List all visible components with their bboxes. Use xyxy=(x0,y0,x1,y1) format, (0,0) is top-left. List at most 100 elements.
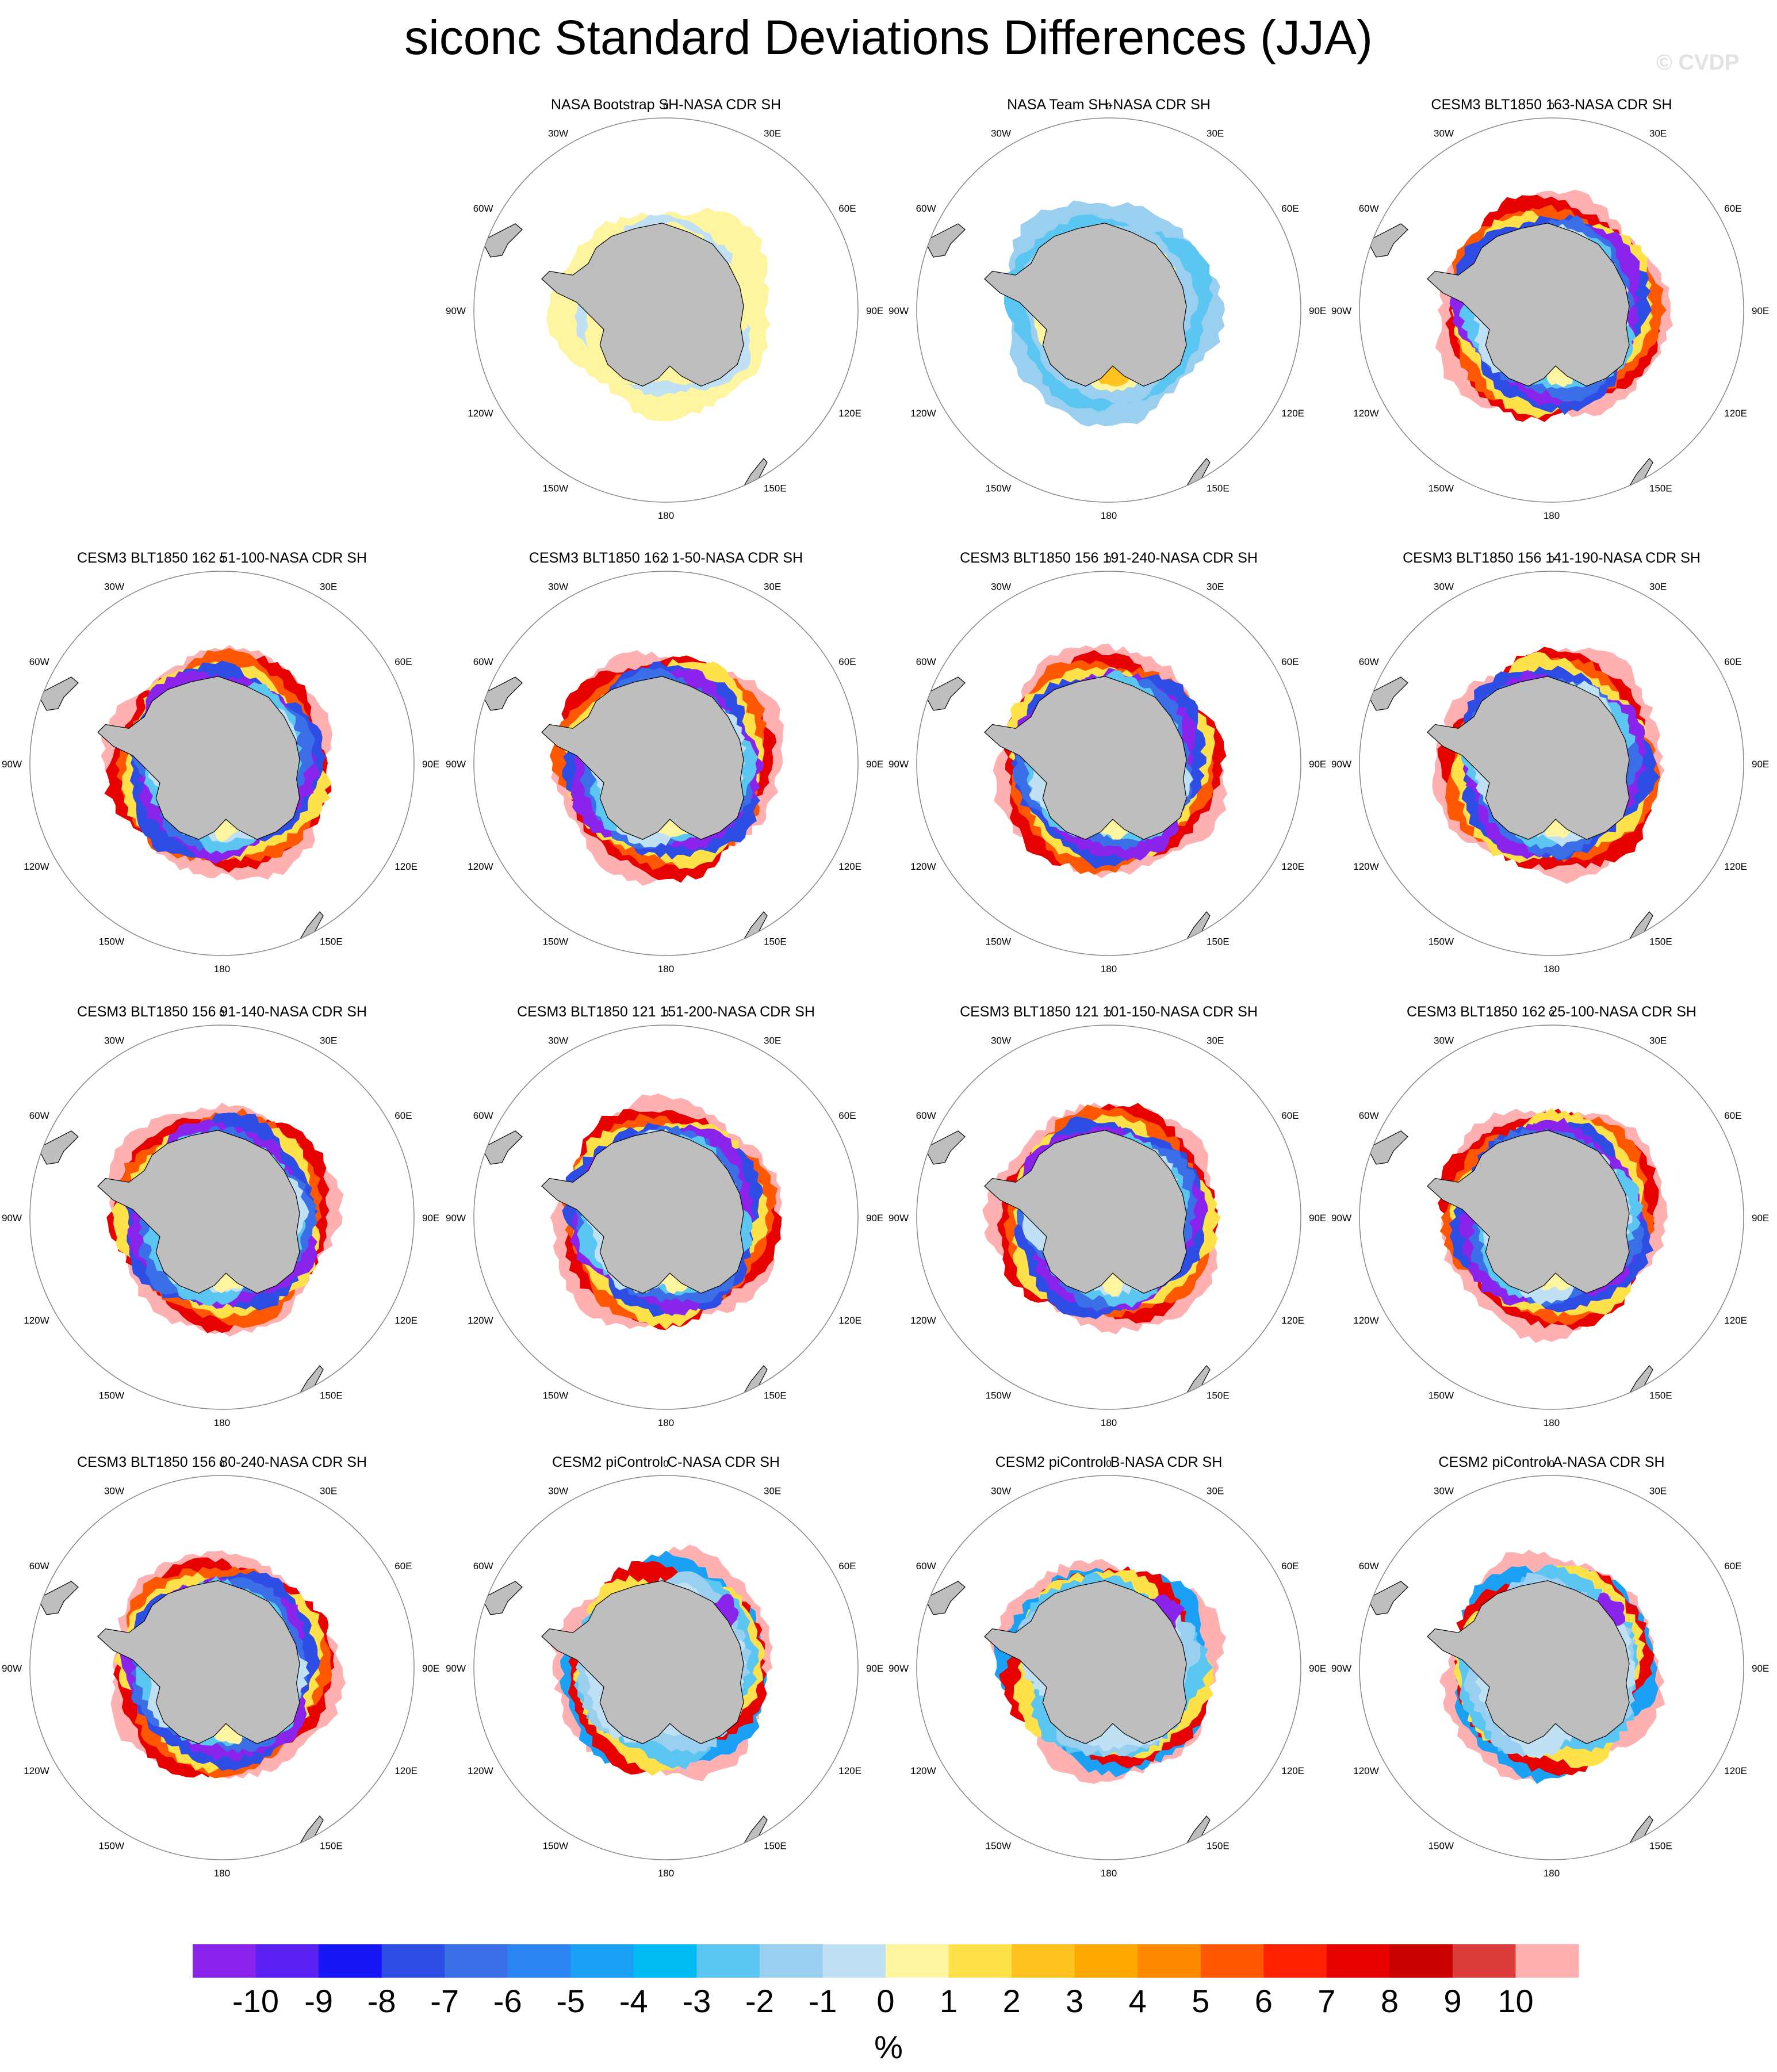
longitude-label: 120W xyxy=(1353,1315,1378,1326)
longitude-label: 150E xyxy=(1207,1390,1230,1401)
longitude-label: 0 xyxy=(1549,1458,1554,1469)
longitude-label: 0 xyxy=(1549,1008,1554,1019)
longitude-label: 0 xyxy=(1549,101,1554,112)
longitude-label: 150W xyxy=(1429,483,1454,494)
longitude-label: 30E xyxy=(1207,128,1224,139)
longitude-label: 90W xyxy=(1331,1663,1351,1674)
map-panel: CESM3 BLT1850 163-NASA CDR SH 0 30E 60E 90E 1… xyxy=(1330,95,1774,549)
polar-map: 0 30E 60E 90E 120E 150E 180 150W 120W 90W 60W 30W xyxy=(1331,1008,1769,1428)
map-panel: CESM2 piControl A-NASA CDR SH 0 30E 60E 90E 1… xyxy=(1330,1452,1774,1907)
longitude-label: 150W xyxy=(986,483,1011,494)
longitude-label: 30E xyxy=(764,1486,781,1497)
panel-title: CESM3 BLT1850 156 80-240-NASA CDR SH xyxy=(77,1454,367,1470)
map-panel: CESM3 BLT1850 121 151-200-NASA CDR SH 0 30… xyxy=(444,1002,888,1456)
longitude-label: 90W xyxy=(1331,759,1351,770)
longitude-label: 0 xyxy=(1106,1458,1111,1469)
map-boundary xyxy=(916,1024,1301,1410)
longitude-label: 180 xyxy=(1101,1417,1117,1428)
colorbar-swatch xyxy=(633,1944,697,1978)
longitude-label: 120E xyxy=(838,861,861,872)
longitude-label: 150E xyxy=(764,483,787,494)
colorbar-swatch xyxy=(1452,1944,1516,1978)
map-panel: CESM2 piControl C-NASA CDR SH 0 30E 60E 90E 1… xyxy=(444,1452,888,1907)
longitude-label: 30E xyxy=(764,128,781,139)
longitude-label: 150E xyxy=(1649,1390,1672,1401)
colorbar-swatch xyxy=(507,1944,571,1978)
panel-title: CESM3 BLT1850 121 151-200-NASA CDR SH xyxy=(517,1004,815,1020)
south-america-landmass xyxy=(1367,223,1408,258)
antarctica-landmass xyxy=(541,223,744,387)
longitude-label: 60E xyxy=(395,1110,412,1121)
south-america-landmass xyxy=(37,1130,79,1165)
colorbar-tick-label: -7 xyxy=(430,1983,459,2019)
longitude-label: 30E xyxy=(764,582,781,592)
antarctica-landmass xyxy=(97,676,300,840)
panel-title: CESM2 piControl C-NASA CDR SH xyxy=(552,1454,780,1470)
longitude-label: 90W xyxy=(446,759,466,770)
longitude-label: 30W xyxy=(991,1486,1011,1497)
longitude-label: 90W xyxy=(2,1663,22,1674)
longitude-label: 90W xyxy=(1331,1213,1351,1224)
longitude-label: 0 xyxy=(219,1458,224,1469)
longitude-label: 150E xyxy=(764,1390,787,1401)
colorbar-tick-label: -10 xyxy=(232,1983,279,2019)
longitude-label: 120W xyxy=(910,861,936,872)
colorbar-swatch xyxy=(822,1944,886,1978)
longitude-label: 60E xyxy=(838,203,856,214)
polar-map: 0 30E 60E 90E 120E 150E 180 150W 120W 90W 60W 30W xyxy=(1331,554,1769,974)
longitude-label: 120W xyxy=(468,861,493,872)
colorbar-swatch xyxy=(570,1944,634,1978)
longitude-label: 30W xyxy=(991,128,1011,139)
polar-map: 0 30E 60E 90E 120E 150E 180 150W 120W 90W 60W 30W xyxy=(888,554,1326,974)
colorbar-swatch xyxy=(1263,1944,1327,1978)
map-boundary xyxy=(916,1475,1301,1860)
longitude-label: 90E xyxy=(422,1213,439,1224)
longitude-label: 30W xyxy=(1434,582,1454,592)
longitude-label: 150W xyxy=(543,1840,568,1851)
longitude-label: 120W xyxy=(910,1315,936,1326)
longitude-label: 0 xyxy=(663,1458,668,1469)
longitude-label: 60W xyxy=(473,203,493,214)
longitude-label: 180 xyxy=(1101,964,1117,974)
map-boundary xyxy=(473,1475,859,1860)
longitude-label: 90E xyxy=(866,305,883,316)
longitude-label: 150E xyxy=(1207,1840,1230,1851)
antarctica-landmass xyxy=(541,1130,744,1294)
longitude-label: 60E xyxy=(1724,1110,1741,1121)
longitude-label: 60E xyxy=(1281,203,1299,214)
map-panel: NASA Team SH-NASA CDR SH 0 30E 60E 90E 120E 15… xyxy=(887,95,1331,549)
colorbar-swatch xyxy=(1200,1944,1264,1978)
longitude-label: 0 xyxy=(663,554,668,565)
longitude-label: 90W xyxy=(888,305,909,316)
island-landmass xyxy=(1710,1347,1722,1360)
longitude-label: 30W xyxy=(548,582,568,592)
island-landmass xyxy=(824,1347,837,1360)
south-america-landmass xyxy=(37,1581,79,1615)
panel-title: CESM3 BLT1850 163-NASA CDR SH xyxy=(1431,97,1672,113)
colorbar-swatch xyxy=(886,1944,949,1978)
island-landmass xyxy=(824,439,837,453)
polar-map: 0 30E 60E 90E 120E 150E 180 150W 120W 90W 60W 30W xyxy=(2,554,439,974)
map-boundary xyxy=(916,571,1301,956)
longitude-label: 90W xyxy=(446,1663,466,1674)
island-landmass xyxy=(824,1797,837,1811)
map-boundary xyxy=(1359,117,1744,503)
map-panel: CESM3 BLT1850 162 25-100-NASA CDR SH 0 30E… xyxy=(1330,1002,1774,1456)
map-panel: CESM3 BLT1850 156 191-240-NASA CDR SH 0 30… xyxy=(887,548,1331,1003)
south-america-landmass xyxy=(924,1130,966,1165)
panel-title: CESM3 BLT1850 156 141-190-NASA CDR SH xyxy=(1403,550,1701,566)
panel-title: NASA Team SH-NASA CDR SH xyxy=(1007,97,1211,113)
longitude-label: 30W xyxy=(104,1035,124,1046)
longitude-label: 120E xyxy=(838,1315,861,1326)
longitude-label: 120W xyxy=(1353,408,1378,419)
polar-map: 0 30E 60E 90E 120E 150E 180 150W 120W 90W 60W 30W xyxy=(888,101,1326,521)
antarctica-landmass xyxy=(541,676,744,840)
colorbar-tick-label: 3 xyxy=(1066,1983,1083,2019)
map-panel: CESM3 BLT1850 156 91-140-NASA CDR SH 0 30E… xyxy=(0,1002,444,1456)
south-america-landmass xyxy=(924,223,966,258)
longitude-label: 150E xyxy=(1649,936,1672,947)
map-panel: CESM3 BLT1850 156 80-240-NASA CDR SH 0 30E… xyxy=(0,1452,444,1907)
colorbar-swatch xyxy=(948,1944,1012,1978)
antarctica-landmass xyxy=(984,1580,1187,1744)
colorbar-swatch xyxy=(1326,1944,1390,1978)
